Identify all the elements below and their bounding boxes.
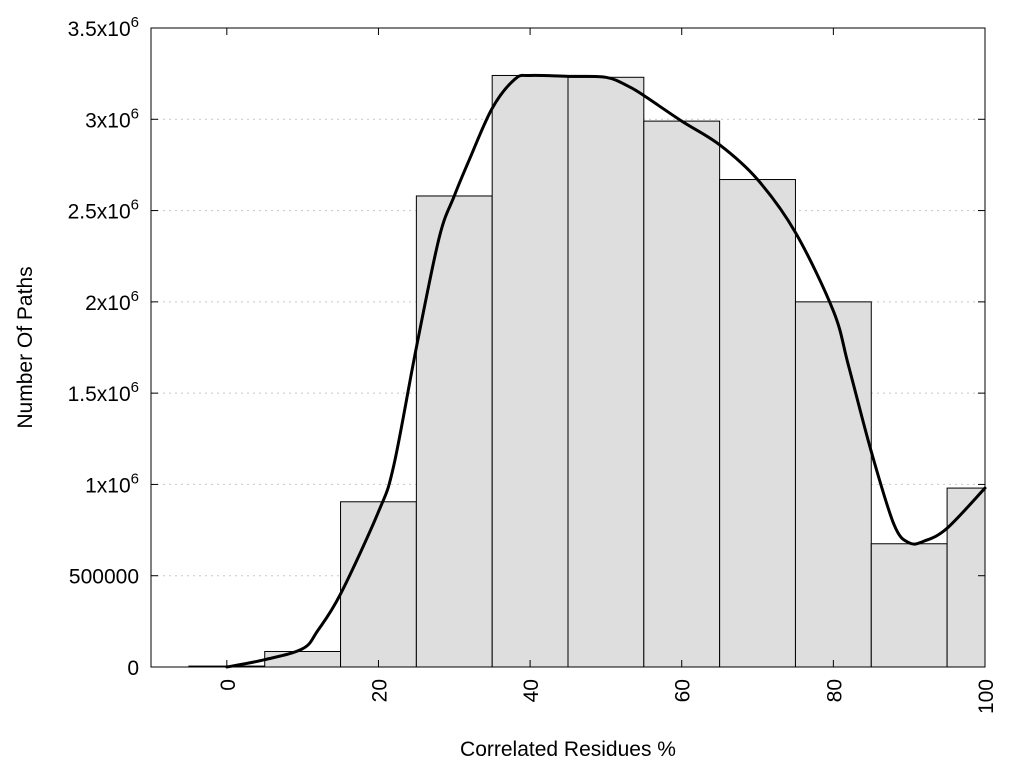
smoothed-curve: [225, 73, 987, 669]
y-tick-label: 2.5x106: [68, 197, 139, 224]
x-tick-label: 100: [975, 679, 998, 714]
histogram-bar: [946, 487, 986, 668]
y-tick-label: 0: [127, 657, 139, 680]
x-tick-label: 20: [368, 679, 391, 702]
x-tick-label: 40: [520, 679, 543, 702]
y-tick-label: 3.5x106: [68, 14, 139, 41]
y-tick-label: 500000: [69, 566, 139, 589]
x-tick-label: 60: [672, 679, 695, 702]
y-axis-title: Number Of Paths: [14, 266, 37, 428]
histogram-bar: [415, 195, 493, 668]
histogram-bar: [794, 301, 872, 668]
histogram-bar: [567, 76, 645, 668]
x-axis-title: Correlated Residues %: [460, 738, 676, 761]
grid-lines: [151, 118, 985, 577]
y-tick-label: 1.5x106: [68, 379, 139, 406]
plot-frame: [150, 27, 986, 668]
histogram-bar: [719, 179, 796, 668]
x-tick-label: 0: [217, 679, 240, 691]
histogram-bar: [340, 501, 417, 668]
histogram-bars: [188, 74, 986, 668]
histogram-bar: [491, 74, 569, 668]
y-axis-ticks: 0 500000 1x106 1.5x106 2x106 2.5x106 3x106 3.5x…: [68, 14, 985, 680]
y-tick-label: 1x106: [85, 470, 139, 497]
x-tick-label: 80: [823, 679, 846, 702]
histogram-bar: [643, 120, 721, 668]
histogram-bar: [870, 543, 948, 668]
y-tick-label: 3x106: [85, 105, 139, 132]
x-axis-ticks: 0 20 40 60 80 100: [217, 28, 998, 714]
y-tick-label: 2x106: [85, 288, 139, 315]
histogram-bar: [264, 650, 342, 668]
